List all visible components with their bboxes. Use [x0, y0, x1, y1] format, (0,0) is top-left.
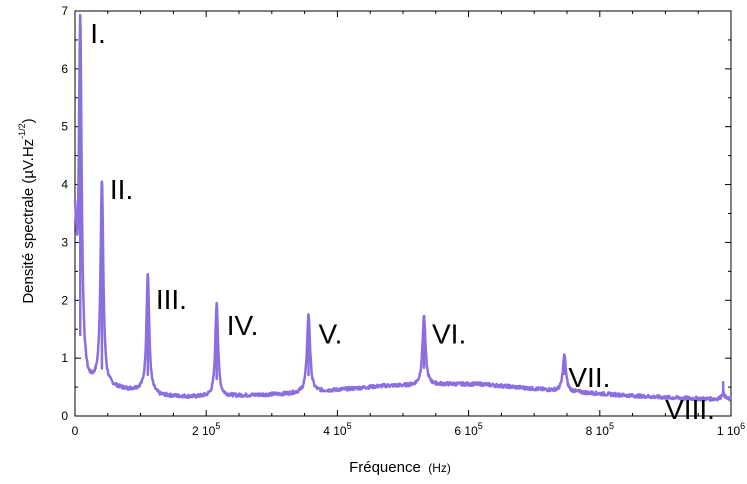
y-axis-ticks: 0 1 2 3 4 5 6 7	[61, 4, 731, 423]
y-tick-label: 2	[61, 293, 68, 307]
peak-label: VIII.	[665, 394, 715, 425]
x-tick-label: 2 105	[192, 421, 220, 438]
plot-area-border	[74, 10, 732, 417]
x-tick-label: 6 105	[454, 421, 482, 438]
y-axis-exponent: -1/2	[17, 123, 27, 139]
y-axis-label-close: )	[20, 118, 37, 123]
peak-labels: I. II. III. IV. V. VI. VII. VIII.	[90, 18, 715, 425]
peak-label: III.	[156, 284, 187, 315]
x-tick-label: 8 105	[586, 421, 614, 438]
x-tick-label: 1 106	[717, 421, 745, 438]
peak-label: V.	[319, 319, 343, 350]
x-axis-label: Fréquence	[349, 459, 421, 476]
series-group	[73, 13, 733, 402]
y-tick-label: 4	[61, 178, 68, 192]
y-axis-label: Densité spectrale (µV.Hz	[20, 139, 37, 304]
x-axis-ticks: 0 2 105 4 105 6 105 8 105 1 106	[72, 11, 745, 438]
x-tick-label: 0	[72, 424, 79, 438]
peak-label: VII.	[568, 362, 610, 393]
y-tick-label: 7	[61, 4, 68, 18]
peak-label: VI.	[432, 319, 466, 350]
x-axis-title: Fréquence (Hz)	[349, 459, 451, 476]
x-tick-label: 4 105	[323, 421, 351, 438]
y-axis-title: Densité spectrale (µV.Hz-1/2)	[17, 118, 37, 303]
x-axis-unit: (Hz)	[428, 461, 451, 475]
peak-label: IV.	[227, 310, 259, 341]
y-tick-label: 5	[61, 120, 68, 134]
y-tick-label: 6	[61, 62, 68, 76]
peak-label: I.	[90, 18, 106, 49]
spectrum-line	[73, 13, 733, 402]
y-tick-label: 0	[61, 409, 68, 423]
plot-frame	[74, 10, 732, 417]
y-tick-label: 3	[61, 235, 68, 249]
y-tick-label: 1	[61, 351, 68, 365]
peak-label: II.	[110, 174, 133, 205]
